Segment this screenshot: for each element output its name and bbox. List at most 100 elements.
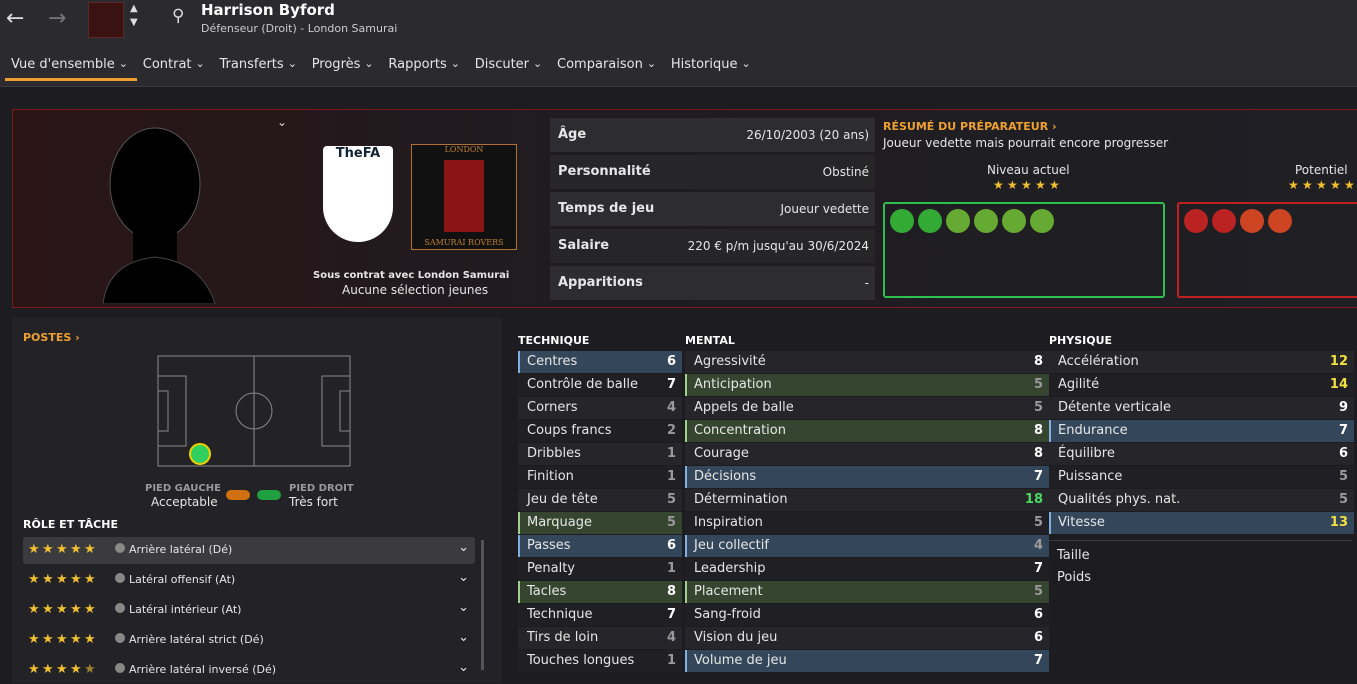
role-caret[interactable]: ⌄ [458, 660, 469, 675]
positions-title[interactable]: POSTES › [23, 331, 80, 344]
attr-value: 5 [1033, 515, 1043, 530]
back-button[interactable]: ← [6, 6, 25, 31]
body-label: Taille [1057, 548, 1090, 563]
tab-caret[interactable]: ⌄ [364, 57, 374, 70]
attr-row: Endurance 7 [1049, 420, 1354, 442]
role-stars: ★ ★ ★ ★ ★ [28, 632, 98, 647]
search-icon[interactable]: ⚲ [172, 6, 185, 26]
trait-icon [974, 209, 998, 233]
dropdown[interactable]: ⌄ [277, 115, 288, 129]
attr-value: 6 [666, 538, 676, 553]
attr-name: Technique [527, 607, 593, 622]
attr-row: Dribbles 1 [518, 443, 682, 465]
tab-caret[interactable]: ⌄ [118, 57, 128, 70]
trait-icon [890, 209, 914, 233]
nav-arrows[interactable]: ▲ ▼ [130, 3, 138, 28]
right-foot-label: PIED DROIT [289, 483, 354, 494]
attr-value: 6 [1338, 446, 1348, 461]
attr-row: Vitesse 13 [1049, 512, 1354, 534]
club-badge[interactable] [88, 2, 124, 38]
attr-row: Accélération 12 [1049, 351, 1354, 373]
attr-name: Corners [527, 400, 578, 415]
coach-summary: Joueur vedette mais pourrait encore prog… [883, 136, 1169, 150]
attr-name: Concentration [694, 423, 786, 438]
info-icon [115, 663, 125, 673]
tab-caret[interactable]: ⌄ [533, 57, 543, 70]
trait-icon [1030, 209, 1054, 233]
attr-row: Corners 4 [518, 397, 682, 419]
attr-name: Tacles [527, 584, 567, 599]
star: ★ [1007, 178, 1018, 192]
info-icon [115, 573, 125, 583]
tab[interactable]: Contrat [142, 57, 192, 72]
info-icon [115, 603, 125, 613]
star: ★ [70, 572, 82, 587]
attr-row: Finition 1 [518, 466, 682, 488]
trait-icon [1184, 209, 1208, 233]
info-value: - [864, 276, 869, 290]
tab[interactable]: Vue d'ensemble [11, 57, 115, 72]
star: ★ [28, 602, 40, 617]
info-value: 220 € p/m jusqu'au 30/6/2024 [687, 239, 869, 253]
info-row: Âge 26/10/2003 (20 ans) [550, 118, 875, 152]
attr-name: Détente verticale [1058, 400, 1172, 415]
tab[interactable]: Discuter [474, 57, 530, 72]
attr-value: 5 [666, 492, 676, 507]
attr-name: Jeu collectif [694, 538, 769, 553]
tab[interactable]: Comparaison [557, 57, 643, 72]
attr-row: Tirs de loin 4 [518, 627, 682, 649]
attr-name: Placement [694, 584, 763, 599]
forward-button[interactable]: → [48, 6, 67, 31]
role-name: Arrière latéral inversé (Dé) [129, 663, 277, 676]
star: ★ [28, 662, 40, 677]
tab[interactable]: Transferts [219, 57, 284, 72]
attr-row: Appels de balle 5 [685, 397, 1049, 419]
tab-caret[interactable]: ⌄ [287, 57, 297, 70]
role-row[interactable]: ★ ★ ★ ★ ★ Latéral offensif (At) ⌄ [23, 567, 475, 594]
attr-row: Puissance 5 [1049, 466, 1354, 488]
role-caret[interactable]: ⌄ [458, 600, 469, 615]
coach-title[interactable]: RÉSUMÉ DU PRÉPARATEUR › [883, 120, 1057, 133]
tab-caret[interactable]: ⌄ [646, 57, 657, 70]
info-icon [115, 543, 125, 553]
player-subtitle: Défenseur (Droit) - London Samurai [201, 22, 398, 35]
pitch [157, 355, 351, 467]
attr-row: Touches longues 1 [518, 650, 682, 672]
role-row[interactable]: ★ ★ ★ ★ ★ Arrière latéral strict (Dé) ⌄ [23, 627, 475, 654]
role-stars: ★ ★ ★ ★ ★ [28, 542, 98, 557]
star: ★ [1330, 178, 1341, 192]
trait-icon [1240, 209, 1264, 233]
attr-row: Équilibre 6 [1049, 443, 1354, 465]
attr-row: Détermination 18 [685, 489, 1049, 511]
info-row: Apparitions - [550, 266, 875, 300]
role-row[interactable]: ★ ★ ★ ★ ★ Arrière latéral inversé (Dé) ⌄ [23, 657, 475, 684]
attr-name: Puissance [1058, 469, 1123, 484]
attr-group-title: PHYSIQUE [1049, 334, 1113, 347]
tab[interactable]: Progrès [311, 57, 361, 72]
star: ★ [84, 572, 96, 587]
attr-row: Décisions 7 [685, 466, 1049, 488]
role-row[interactable]: ★ ★ ★ ★ ★ Arrière latéral (Dé) ⌄ [23, 537, 475, 564]
role-caret[interactable]: ⌄ [458, 540, 469, 555]
attr-row: Technique 7 [518, 604, 682, 626]
attr-row: Agilité 14 [1049, 374, 1354, 396]
tab[interactable]: Historique [670, 57, 738, 72]
info-value: Joueur vedette [780, 202, 870, 216]
attr-name: Vision du jeu [694, 630, 778, 645]
tab-caret[interactable]: ⌄ [450, 57, 461, 70]
role-caret[interactable]: ⌄ [458, 570, 469, 585]
weaknesses-box [1177, 202, 1357, 298]
star: ★ [56, 542, 68, 557]
tab-caret[interactable]: ⌄ [741, 57, 751, 70]
tab[interactable]: Rapports [388, 57, 447, 72]
attr-name: Anticipation [694, 377, 772, 392]
star: ★ [28, 632, 40, 647]
info-row: Personnalité Obstiné [550, 155, 875, 189]
tab-caret[interactable]: ⌄ [195, 57, 205, 70]
attr-value: 8 [1033, 446, 1043, 461]
attr-name: Inspiration [694, 515, 763, 530]
role-row[interactable]: ★ ★ ★ ★ ★ Latéral intérieur (At) ⌄ [23, 597, 475, 624]
star: ★ [70, 632, 82, 647]
attr-row: Sang-froid 6 [685, 604, 1049, 626]
role-caret[interactable]: ⌄ [458, 630, 469, 645]
